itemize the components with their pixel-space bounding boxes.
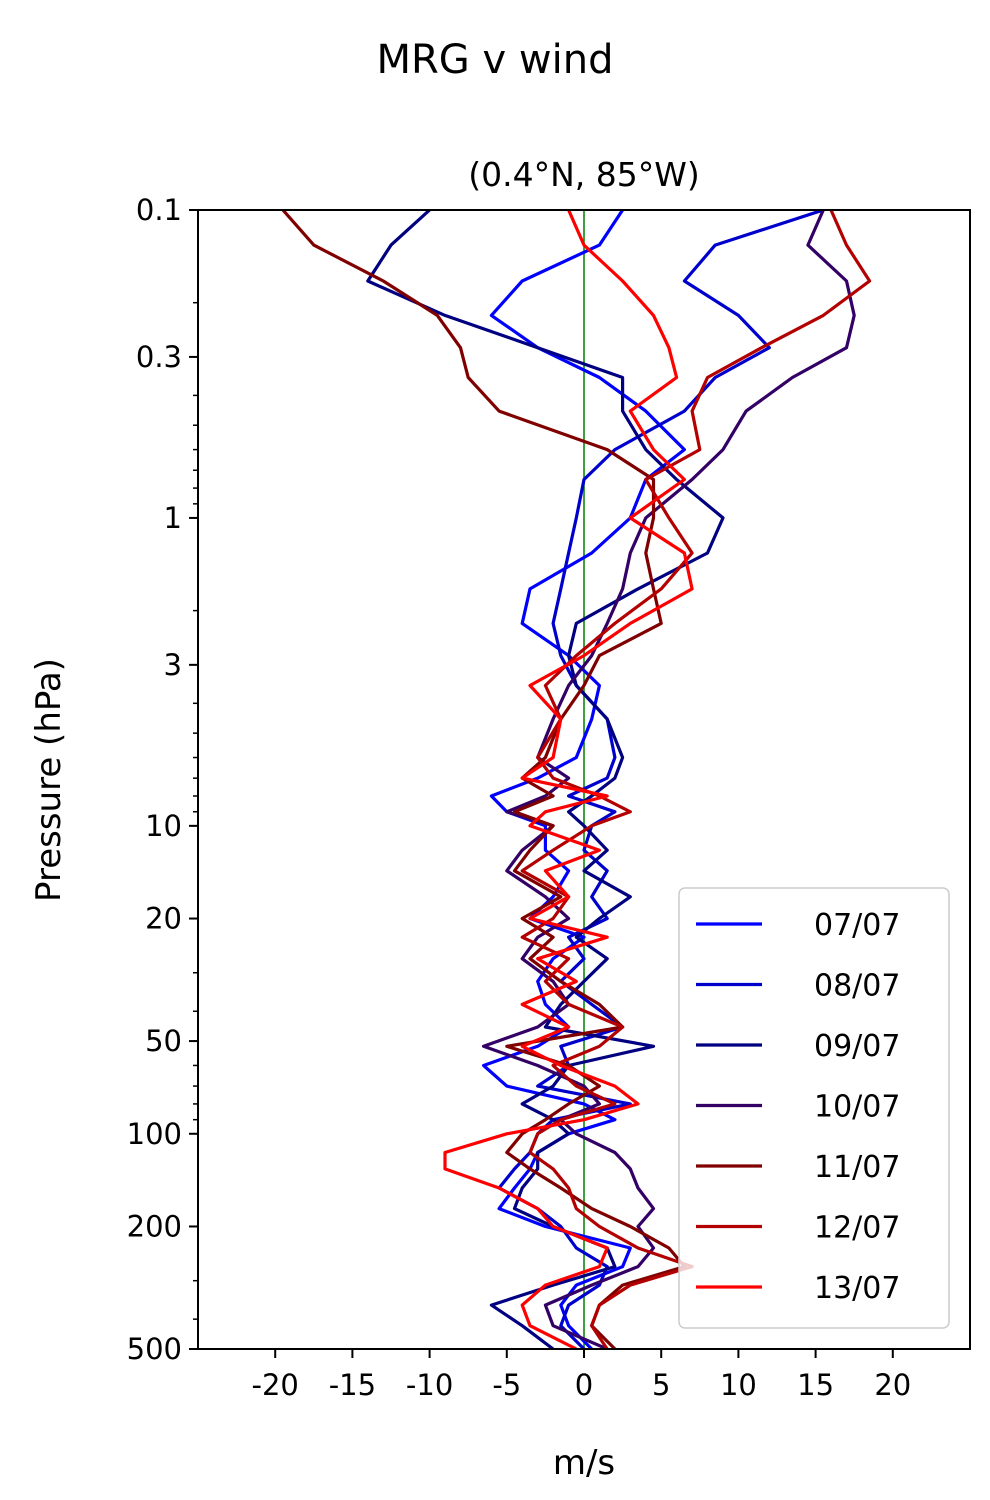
legend-label: 07/07: [814, 908, 900, 943]
y-axis-label: Pressure (hPa): [29, 658, 69, 902]
y-tick-label: 0.3: [136, 340, 182, 374]
legend-label: 11/07: [814, 1150, 900, 1185]
legend-label: 10/07: [814, 1090, 900, 1125]
x-tick-label: 0: [575, 1368, 593, 1402]
legend: 07/07 08/07 09/07 10/07 11/07 12/07 13/07: [678, 887, 950, 1329]
series-lines: [281, 210, 872, 1349]
y-tick-label: 50: [145, 1024, 182, 1058]
axis-ticks: -20 -15 -10 -5 0 5 10 15 20 0.1 0.3 1 3 10 20 50 100 200 5…: [127, 193, 912, 1402]
x-axis-label: m/s: [553, 1443, 615, 1483]
x-tick-label: -10: [406, 1368, 453, 1402]
x-tick-label: -15: [329, 1368, 376, 1402]
plot-frame: [197, 209, 971, 1350]
y-tick-label: 500: [127, 1332, 182, 1366]
y-tick-label: 3: [164, 648, 182, 682]
chart-title: (0.4°N, 85°W): [468, 155, 700, 194]
y-tick-label: 100: [127, 1117, 182, 1151]
x-tick-label: -5: [492, 1368, 521, 1402]
x-tick-label: 20: [874, 1368, 911, 1402]
y-tick-label: 20: [145, 902, 182, 936]
series-line-13/07: [443, 210, 694, 1349]
legend-label: 13/07: [814, 1271, 900, 1306]
y-tick-label: 10: [145, 809, 182, 843]
legend-label: 09/07: [814, 1029, 900, 1064]
x-tick-label: -20: [252, 1368, 299, 1402]
legend-label: 08/07: [814, 969, 900, 1004]
y-tick-label: 0.1: [136, 193, 182, 227]
legend-box: [678, 887, 950, 1329]
series-line-10/07: [482, 210, 856, 1349]
x-tick-label: 5: [652, 1368, 670, 1402]
x-tick-label: 15: [797, 1368, 834, 1402]
x-tick-label: 10: [720, 1368, 757, 1402]
y-tick-label: 200: [127, 1209, 182, 1243]
chart-suptitle: MRG v wind: [377, 37, 614, 83]
y-tick-label: 1: [164, 501, 182, 535]
legend-label: 12/07: [814, 1211, 900, 1246]
